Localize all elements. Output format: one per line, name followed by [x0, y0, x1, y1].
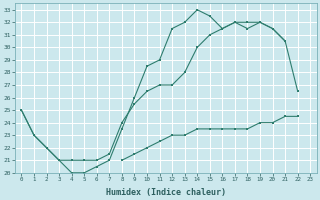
X-axis label: Humidex (Indice chaleur): Humidex (Indice chaleur) — [106, 188, 226, 197]
